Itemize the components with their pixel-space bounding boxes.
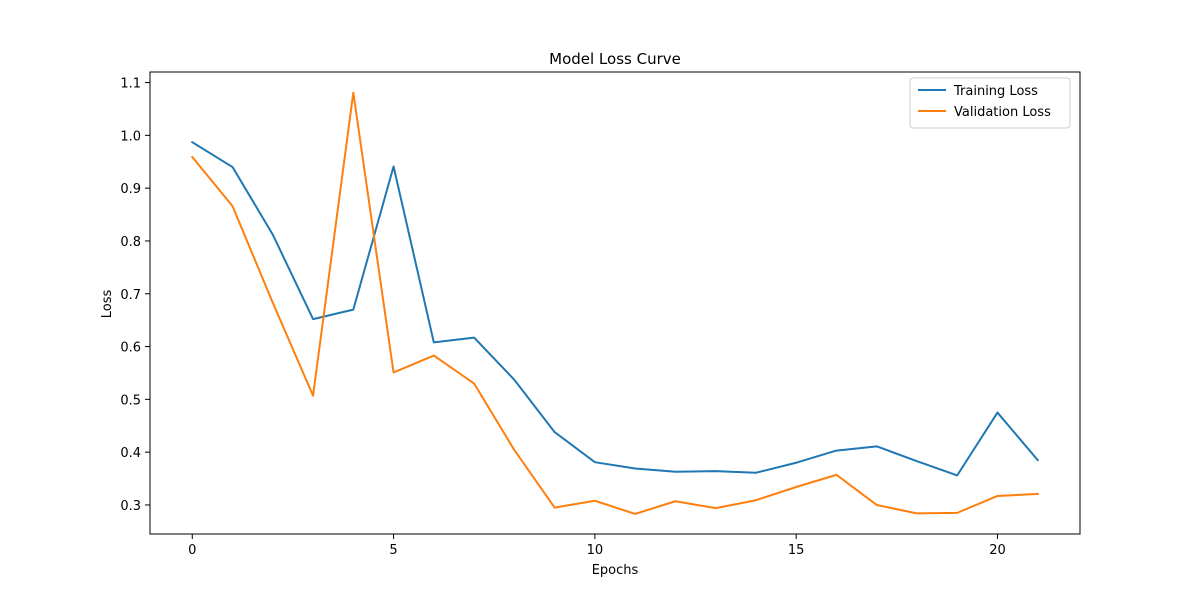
x-tick-label: 20 <box>989 543 1006 558</box>
y-axis-label: Loss <box>100 290 115 319</box>
axes: 0 5 10 15 20 0.3 0.4 0.5 0.6 0.7 0.8 0.9 1.0 1.1 <box>120 71 1081 558</box>
x-axis-label: Epochs <box>592 563 639 578</box>
y-tick-label: 1.0 <box>120 129 141 144</box>
x-tick-label: 5 <box>389 543 397 558</box>
legend: Training Loss Validation Loss <box>909 77 1071 129</box>
x-tick-label: 15 <box>788 543 805 558</box>
y-tick-label: 0.9 <box>120 182 141 197</box>
y-tick-label: 0.3 <box>120 499 141 514</box>
y-tick-label: 0.5 <box>120 393 141 408</box>
series-line-1 <box>190 140 1040 477</box>
series-line-2 <box>190 91 1039 515</box>
chart-title: Model Loss Curve <box>549 50 681 68</box>
axes-frame <box>149 71 1081 535</box>
x-tick-label: 0 <box>188 543 196 558</box>
legend-label-2: Validation Loss <box>954 105 1051 120</box>
x-tick-label: 10 <box>587 543 604 558</box>
y-tick-label: 1.1 <box>120 77 141 92</box>
y-tick-label: 0.4 <box>120 446 141 461</box>
y-tick-label: 0.8 <box>120 235 141 250</box>
y-tick-label: 0.7 <box>120 288 141 303</box>
legend-label-1: Training Loss <box>953 84 1038 99</box>
plot-area <box>190 91 1040 515</box>
legend-box <box>909 77 1071 129</box>
y-tick-label: 0.6 <box>120 341 141 356</box>
